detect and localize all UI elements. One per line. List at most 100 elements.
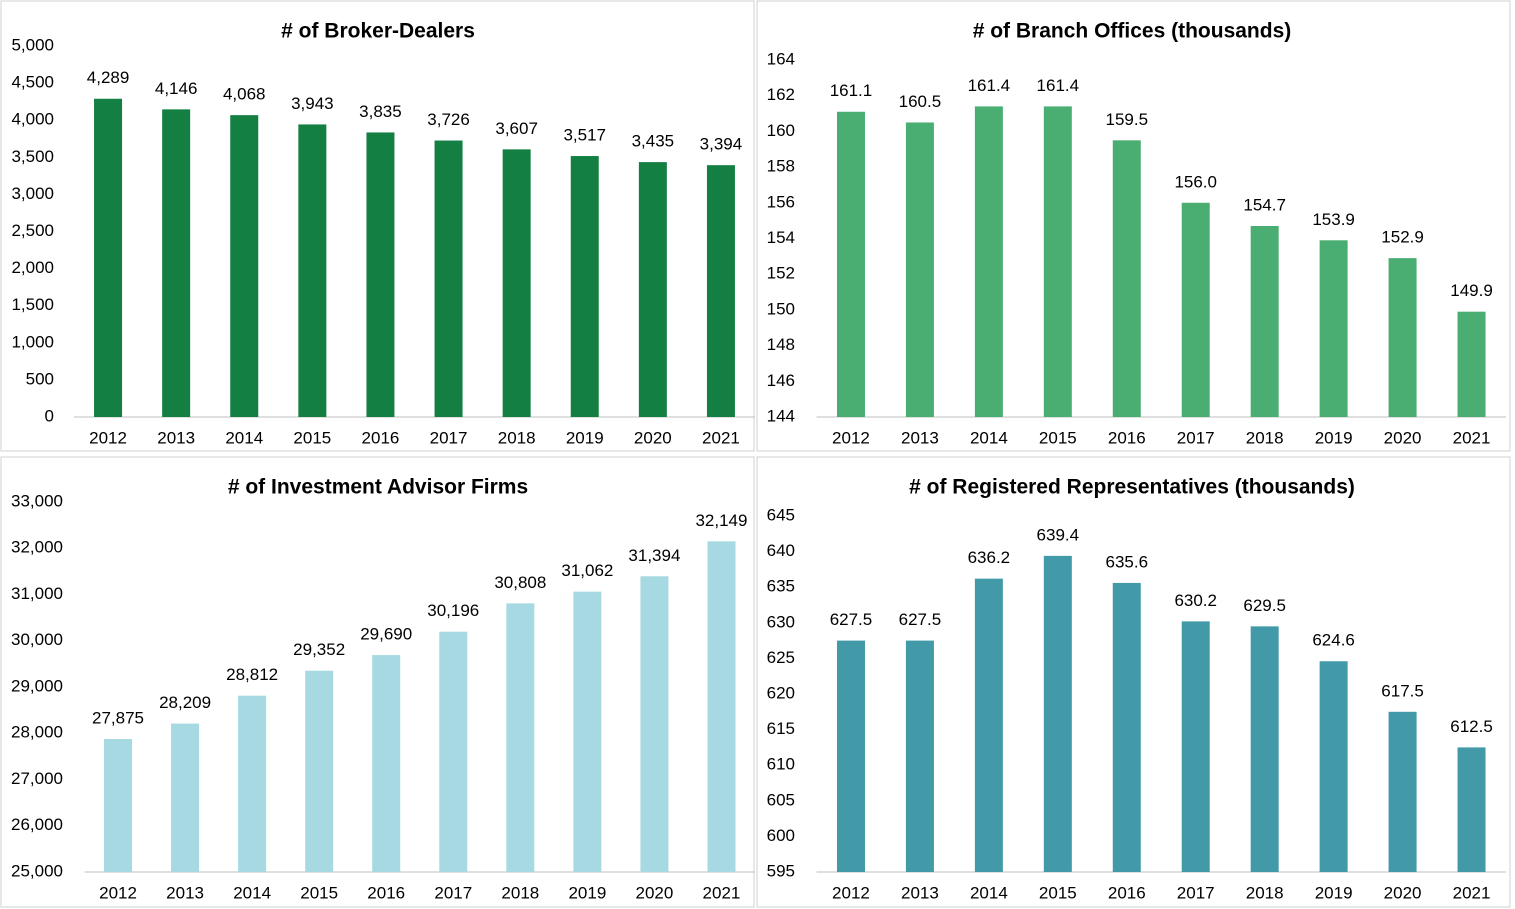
x-tick-label: 2020 [636,883,674,902]
y-tick-label: 610 [767,755,795,774]
y-tick-label: 2,500 [11,221,54,240]
y-tick-label: 150 [767,299,795,318]
data-label: 161.1 [830,81,873,100]
y-tick-label: 30,000 [11,630,63,649]
data-label: 3,394 [700,135,743,154]
bar [1388,258,1417,417]
bar [1181,202,1210,417]
data-label: 149.9 [1450,281,1493,300]
y-tick-label: 26,000 [11,815,63,834]
data-label: 29,690 [360,625,412,644]
data-label: 27,875 [92,709,144,728]
y-tick-label: 640 [767,541,795,560]
y-tick-label: 152 [767,264,795,283]
data-label: 627.5 [899,610,942,629]
x-tick-label: 2015 [1039,428,1077,447]
x-tick-label: 2017 [434,883,472,902]
bar [305,670,334,872]
bar [1181,621,1210,872]
x-tick-label: 2017 [1177,883,1215,902]
data-label: 161.4 [1037,76,1080,95]
x-tick-label: 2012 [832,883,870,902]
y-tick-label: 645 [767,505,795,524]
bar [905,122,934,417]
x-tick-label: 2020 [1384,883,1422,902]
y-tick-label: 500 [26,369,54,388]
bar [570,156,599,417]
bar [502,149,531,417]
bar [1112,140,1141,417]
data-label: 4,068 [223,85,266,104]
x-tick-label: 2016 [362,428,400,447]
data-label: 627.5 [830,610,873,629]
bar [439,631,468,872]
x-tick-label: 2016 [367,883,405,902]
data-label: 4,146 [155,79,198,98]
x-tick-label: 2012 [832,428,870,447]
data-label: 624.6 [1312,631,1355,650]
bar [1319,661,1348,872]
data-label: 617.5 [1381,681,1424,700]
x-tick-label: 2016 [1108,428,1146,447]
x-tick-label: 2020 [1384,428,1422,447]
y-tick-label: 4,500 [11,73,54,92]
bar [1043,106,1072,417]
bar [640,576,669,872]
y-tick-label: 33,000 [11,491,63,510]
data-label: 635.6 [1106,552,1149,571]
x-tick-label: 2019 [568,883,606,902]
data-label: 30,196 [427,601,479,620]
data-label: 160.5 [899,92,942,111]
bar [298,124,327,418]
y-tick-label: 600 [767,826,795,845]
data-label: 4,289 [87,68,130,87]
y-tick-label: 2,000 [11,258,54,277]
y-tick-label: 164 [767,49,795,68]
x-tick-label: 2021 [1453,883,1491,902]
y-tick-label: 595 [767,861,795,880]
y-tick-label: 605 [767,790,795,809]
x-tick-label: 2013 [166,883,204,902]
data-label: 629.5 [1243,596,1286,615]
y-tick-label: 25,000 [11,861,63,880]
bar [1250,226,1279,417]
x-tick-label: 2019 [1315,428,1353,447]
bar [230,115,259,417]
data-label: 161.4 [968,76,1011,95]
bar [836,111,865,417]
data-label: 3,835 [359,102,402,121]
bar [1457,747,1486,872]
y-tick-label: 31,000 [11,584,63,603]
x-tick-label: 2015 [300,883,338,902]
x-tick-label: 2020 [634,428,672,447]
x-tick-label: 2015 [293,428,331,447]
bar [1043,555,1072,872]
x-tick-label: 2018 [1246,883,1284,902]
data-label: 30,808 [494,573,546,592]
data-label: 156.0 [1174,172,1217,191]
y-tick-label: 162 [767,85,795,104]
panel [0,0,755,452]
data-label: 3,607 [495,119,538,138]
data-label: 636.2 [968,548,1011,567]
bar [638,162,667,417]
data-label: 3,517 [563,126,606,145]
y-tick-label: 3,500 [11,147,54,166]
x-tick-label: 2013 [157,428,195,447]
x-tick-label: 2012 [99,883,137,902]
data-label: 630.2 [1174,591,1217,610]
y-tick-label: 620 [767,683,795,702]
y-tick-label: 5,000 [11,35,54,54]
data-label: 28,812 [226,665,278,684]
x-tick-label: 2017 [430,428,468,447]
y-tick-label: 1,500 [11,295,54,314]
data-label: 152.9 [1381,228,1424,247]
y-tick-label: 615 [767,719,795,738]
bar [1457,311,1486,417]
bar [707,541,736,872]
y-tick-label: 154 [767,228,795,247]
data-label: 31,062 [561,561,613,580]
bar [238,695,267,872]
bar [366,132,395,417]
x-tick-label: 2014 [225,428,263,447]
